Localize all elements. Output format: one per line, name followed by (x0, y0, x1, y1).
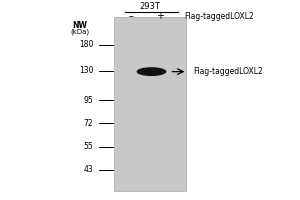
Ellipse shape (137, 69, 148, 74)
Text: 293T: 293T (140, 2, 160, 11)
Text: 55: 55 (83, 142, 93, 151)
Text: 72: 72 (84, 119, 93, 128)
Text: –: – (128, 11, 133, 21)
Text: (kDa): (kDa) (70, 29, 89, 35)
Text: +: + (157, 11, 164, 21)
Text: 130: 130 (79, 66, 93, 75)
Text: Flag-taggedLOXL2: Flag-taggedLOXL2 (184, 12, 254, 21)
Text: 43: 43 (83, 165, 93, 174)
Text: NW: NW (72, 21, 87, 30)
Bar (114, 17, 186, 191)
Text: Flag-taggedLOXL2: Flag-taggedLOXL2 (193, 67, 263, 76)
Text: 180: 180 (79, 40, 93, 49)
Text: 95: 95 (83, 96, 93, 105)
Ellipse shape (136, 67, 166, 76)
